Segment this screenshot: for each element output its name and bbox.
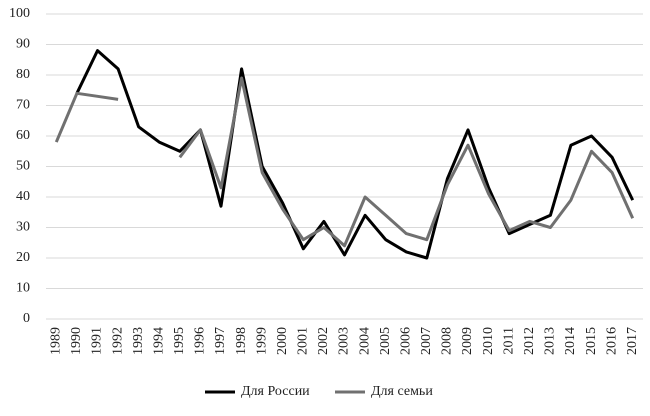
x-tick-label: 2013 (543, 327, 558, 355)
x-tick-label: 1993 (131, 327, 146, 355)
x-tick-label: 1994 (151, 327, 166, 355)
x-tick-label: 2009 (460, 327, 475, 355)
x-tick-label: 2014 (563, 327, 578, 355)
x-tick-label: 2015 (584, 327, 599, 355)
line-series (75, 49, 635, 260)
x-tick-label: 1997 (213, 327, 228, 355)
x-tick-label: 2012 (522, 327, 537, 355)
x-tick-label: 1990 (69, 327, 84, 355)
legend-label: Для семьи (371, 384, 433, 399)
x-tick-label: 1996 (193, 327, 208, 355)
x-tick-label: 2002 (316, 327, 331, 355)
x-tick-label: 1992 (110, 327, 125, 355)
x-tick-label: 1995 (172, 327, 187, 355)
y-tick-label: 30 (16, 220, 30, 235)
y-tick-label: 0 (23, 311, 30, 326)
legend-label: Для России (241, 384, 310, 399)
x-tick-label: 2011 (501, 327, 516, 354)
x-tick-label: 2003 (337, 327, 352, 355)
y-tick-label: 20 (16, 250, 30, 265)
x-tick-label: 2000 (275, 327, 290, 355)
x-tick-label: 1991 (90, 327, 105, 355)
y-tick-label: 70 (16, 98, 30, 113)
x-tick-label: 2016 (604, 327, 619, 355)
x-tick-label: 1998 (234, 327, 249, 355)
y-tick-label: 100 (9, 6, 30, 21)
x-tick-label: 2010 (481, 327, 496, 355)
x-tick-label: 2017 (625, 327, 640, 355)
x-tick-label: 2007 (419, 327, 434, 355)
line-series (54, 76, 635, 248)
y-tick-label: 60 (16, 128, 30, 143)
y-tick-label: 50 (16, 159, 30, 174)
x-tick-label: 2005 (378, 327, 393, 355)
y-tick-label: 90 (16, 37, 30, 52)
x-tick-label: 1999 (254, 327, 269, 355)
y-tick-label: 10 (16, 281, 30, 296)
x-tick-label: 1989 (49, 327, 64, 355)
y-tick-label: 80 (16, 67, 30, 82)
x-tick-label: 2001 (296, 327, 311, 355)
x-tick-label: 2006 (398, 327, 413, 355)
x-tick-label: 2008 (440, 327, 455, 355)
x-tick-label: 2004 (357, 327, 372, 355)
y-tick-label: 40 (16, 189, 30, 204)
